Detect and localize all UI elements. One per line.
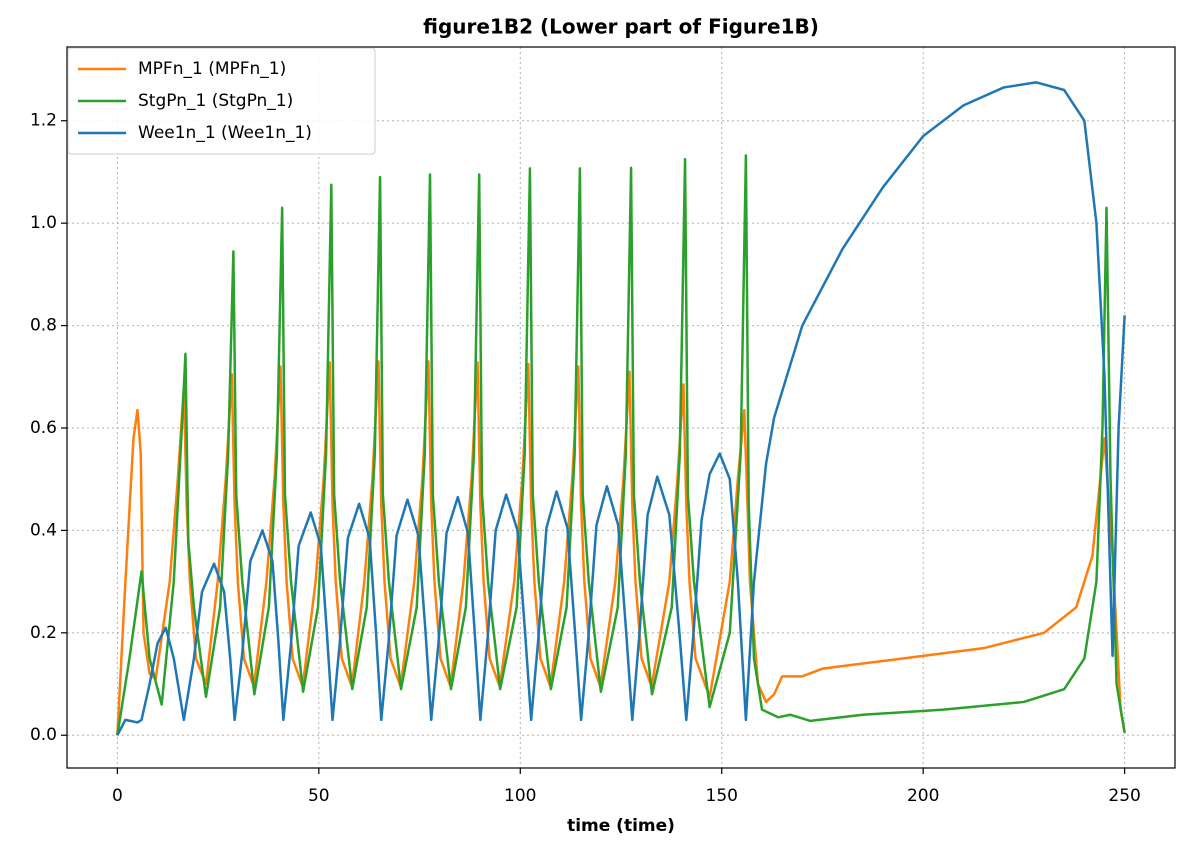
y-tick-label: 0.4 [30,520,57,540]
data-line [116,360,1126,736]
data-line [116,154,1126,736]
legend-label: MPFn_1 (MPFn_1) [138,59,286,79]
legend-label: StgPn_1 (StgPn_1) [138,91,293,111]
legend-label: Wee1n_1 (Wee1n_1) [138,123,312,143]
x-tick-label: 250 [1108,786,1140,806]
chart-title: figure1B2 (Lower part of Figure1B) [423,15,819,39]
legend-box [67,47,376,155]
plot-frame [66,46,1176,769]
y-tick-label: 1.2 [30,111,57,131]
x-tick-label: 100 [504,786,536,806]
y-tick-label: 0.2 [30,623,57,643]
x-tick-label: 50 [308,786,330,806]
y-tick-label: 0.8 [30,316,57,336]
y-tick-label: 0.6 [30,418,57,438]
y-tick-label: 1.0 [30,213,57,233]
x-axis-label: time (time) [567,816,675,836]
x-tick-label: 200 [907,786,939,806]
x-tick-label: 0 [112,786,123,806]
y-tick-label: 0.0 [30,725,57,745]
data-line [116,81,1126,736]
x-tick-label: 150 [706,786,738,806]
